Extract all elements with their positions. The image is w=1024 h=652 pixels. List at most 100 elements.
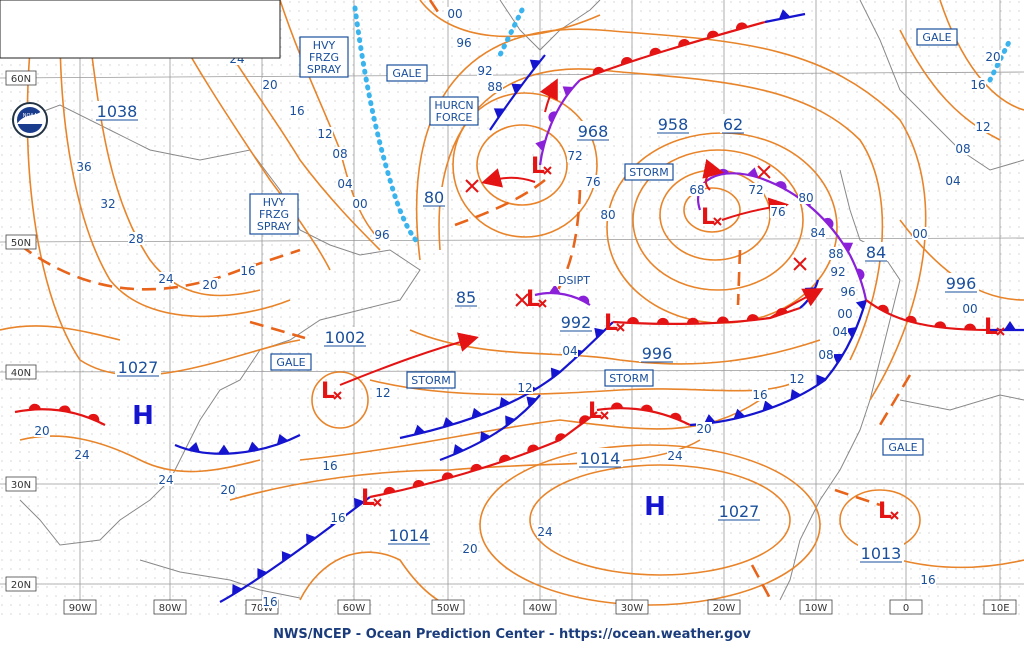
pressure-label: 85 — [456, 288, 476, 307]
pressure-label: 958 — [658, 115, 689, 134]
isobar-label: 92 — [477, 64, 492, 78]
front-symbol — [855, 300, 866, 311]
front-symbol — [535, 139, 546, 152]
isobar-label: 12 — [975, 120, 990, 134]
coastlines — [19, 0, 1024, 601]
front-symbol — [823, 217, 834, 229]
isobar-label-bg — [789, 372, 805, 385]
isobar-label: 20 — [262, 78, 277, 92]
front-symbol — [442, 417, 455, 428]
noaa-logo: NOAA — [12, 102, 48, 138]
isobar-label: 24 — [158, 272, 173, 286]
lon-label: 10W — [805, 603, 828, 614]
front-symbol — [856, 268, 865, 281]
warning-text: GALE — [922, 31, 951, 44]
low-center: L — [526, 287, 540, 312]
front-symbol — [816, 374, 827, 386]
isobar-label-bg — [322, 459, 338, 472]
footer: NWS/NCEP - Ocean Prediction Center - htt… — [273, 627, 751, 642]
pressure-label: 1027 — [719, 502, 760, 521]
pressure-label-bg — [386, 525, 432, 544]
isobar-label-bg — [985, 50, 1001, 63]
isobar-label-bg — [689, 183, 705, 196]
lat-label-box — [5, 234, 37, 250]
isobar-label-bg — [100, 197, 116, 210]
front-symbol — [649, 47, 662, 56]
isobar-label-bg — [752, 388, 768, 401]
pressure-label: 992 — [561, 313, 592, 332]
warning-text: GALE — [392, 67, 421, 80]
isobar-label: 72 — [567, 149, 582, 163]
warning-box — [270, 353, 312, 371]
front-symbol — [247, 441, 260, 452]
lon-label: 50W — [437, 603, 460, 614]
warning-text: STORM — [411, 374, 451, 387]
pressure-label-bg — [858, 543, 904, 562]
front-symbol — [746, 314, 759, 321]
dsipt-label: DSIPT — [558, 274, 590, 287]
isobar-label-bg — [158, 272, 174, 285]
isobar-label-bg — [337, 177, 353, 190]
front-symbol — [493, 108, 505, 119]
low-center: L — [361, 486, 375, 511]
lon-label-box — [523, 599, 557, 615]
front-symbol — [188, 442, 200, 453]
low-cross — [373, 498, 382, 507]
isobar-label-bg — [828, 247, 844, 260]
pressure-label-bg — [421, 187, 447, 206]
forecast-cross — [515, 293, 529, 307]
isobar-label: 16 — [970, 78, 985, 92]
front-symbol — [775, 181, 787, 190]
front-symbol — [846, 327, 857, 339]
pressure-label-bg — [453, 287, 479, 306]
isobar-label-bg — [262, 595, 278, 608]
pressure-label-bg — [115, 357, 161, 376]
isobar-label: 80 — [798, 191, 813, 205]
isobar-label: 12 — [375, 386, 390, 400]
isobar-label-bg — [770, 205, 786, 218]
fronts — [14, 9, 1024, 603]
low-cross — [543, 166, 552, 175]
isobar-label: 72 — [748, 183, 763, 197]
front-symbol — [441, 472, 454, 480]
isobar-label: 20 — [202, 278, 217, 292]
low-cross — [538, 299, 547, 308]
isobar-label-bg — [955, 142, 971, 155]
front-symbol — [28, 403, 41, 410]
isobar-label-bg — [332, 147, 348, 160]
isobar-label-bg — [240, 264, 256, 277]
isobar-label: 20 — [34, 424, 49, 438]
front-symbol — [656, 317, 669, 324]
isobar-label: 76 — [585, 175, 600, 189]
front-symbol — [354, 497, 365, 509]
low-center: L — [984, 315, 998, 340]
isobar-label: 12 — [317, 127, 332, 141]
lon-label: 80W — [159, 603, 182, 614]
front-symbol — [778, 9, 791, 20]
front-symbol — [499, 454, 511, 463]
warning-text: STORM — [629, 166, 669, 179]
isobar-label: 20 — [696, 422, 711, 436]
front-symbol — [217, 444, 230, 454]
lon-label-box — [153, 599, 187, 615]
front-symbol — [281, 551, 292, 562]
front-symbol — [686, 317, 699, 324]
front-symbol — [578, 295, 590, 305]
front-symbol — [592, 66, 605, 75]
pressure-label: 1014 — [389, 526, 430, 545]
front-symbol — [413, 424, 426, 435]
warning-box — [406, 371, 456, 389]
lat-label-box — [5, 70, 37, 86]
front-symbol — [257, 568, 268, 579]
front-symbol — [58, 405, 71, 413]
isobar-label-bg — [220, 483, 236, 496]
isobar-label-bg — [202, 278, 218, 291]
isobar-label: 00 — [447, 7, 462, 21]
isobar-label: 28 — [128, 232, 143, 246]
isobar-label: 24 — [667, 449, 682, 463]
front-symbol — [480, 431, 491, 443]
isobar-label: 96 — [456, 36, 471, 50]
logo-text: NOAA — [23, 113, 38, 119]
lon-label: 70W — [251, 603, 274, 614]
